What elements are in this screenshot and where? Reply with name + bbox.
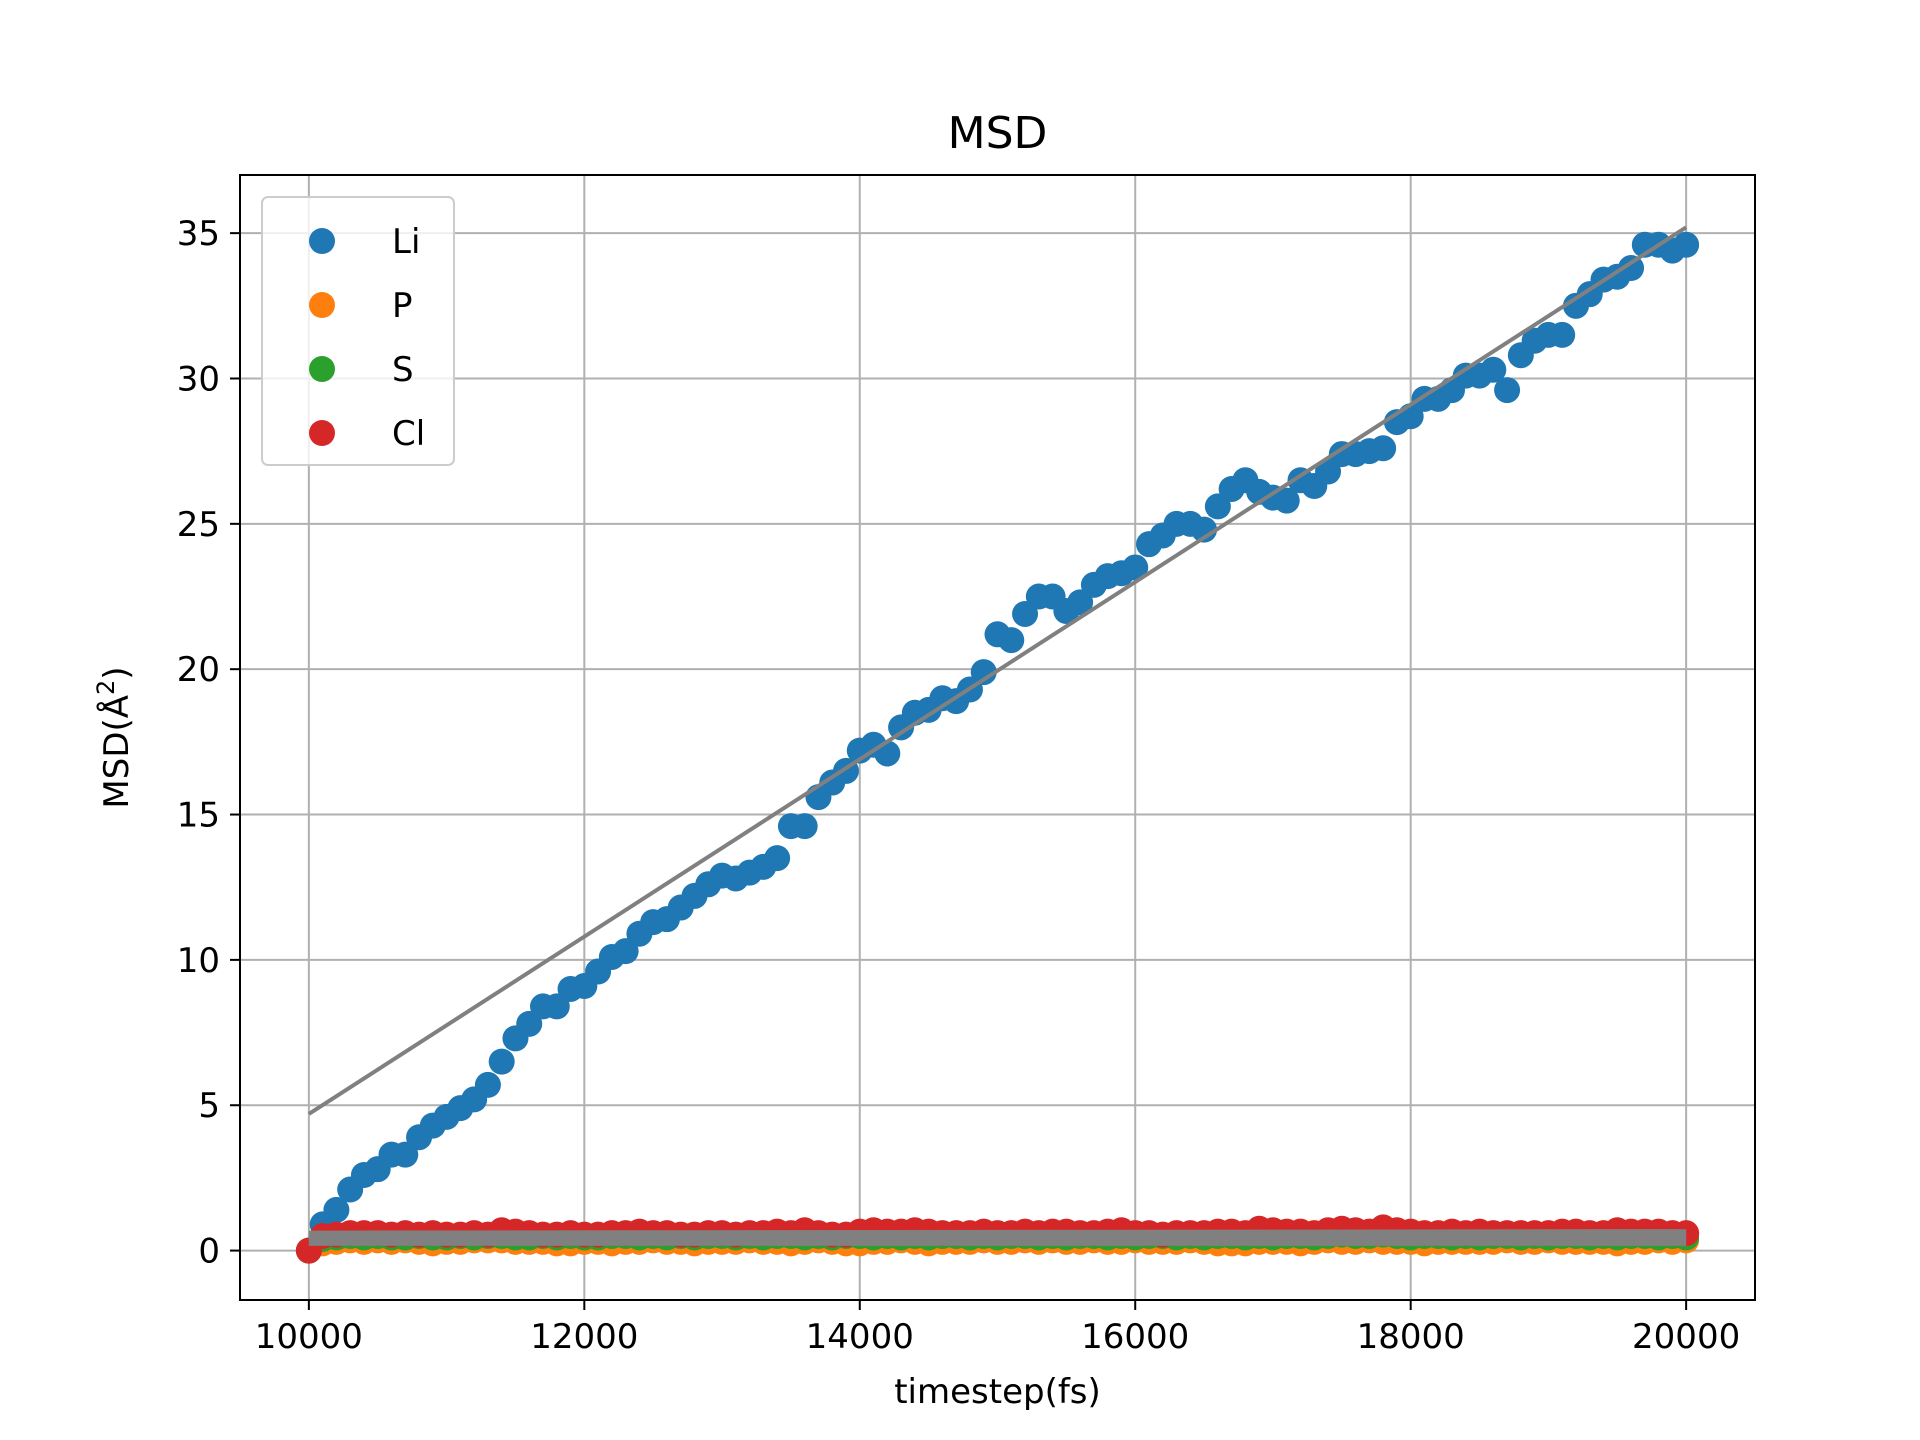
legend: Li PS Cl <box>261 196 455 466</box>
legend-marker-p <box>309 292 335 318</box>
x-tick-label: 20000 <box>1632 1317 1740 1357</box>
legend-marker-s <box>309 356 335 382</box>
legend-label-p: P <box>392 286 413 326</box>
legend-box <box>261 196 455 466</box>
fit-lines-overlay <box>307 225 1688 1246</box>
y-tick-label: 5 <box>198 1086 220 1126</box>
data-point-li <box>764 845 791 872</box>
y-tick-label: 20 <box>177 650 220 690</box>
chart-title: MSD <box>948 108 1048 159</box>
data-point-li <box>1673 231 1700 258</box>
y-tick-label: 35 <box>177 214 220 254</box>
data-point-li <box>516 1010 543 1037</box>
data-point-li <box>392 1141 419 1168</box>
data-point-li <box>1191 516 1218 543</box>
data-point-li <box>488 1048 515 1075</box>
data-point-li <box>1315 458 1342 485</box>
legend-marker-cl <box>309 420 335 446</box>
y-tick-label: 25 <box>177 505 220 545</box>
data-point-li <box>1122 554 1149 581</box>
fit-line-li <box>307 225 1688 1116</box>
x-tick-label: 16000 <box>1081 1317 1189 1357</box>
y-axis-label: MSD(Å2) <box>92 666 137 808</box>
y-tick-label: 10 <box>177 941 220 981</box>
y-axis-label-superscript: 2 <box>92 680 120 695</box>
data-point-li <box>1480 356 1507 383</box>
data-point-li <box>998 627 1025 654</box>
y-axis-label-close: ) <box>97 666 137 679</box>
legend-label-li: Li <box>392 222 420 262</box>
x-tick-label: 14000 <box>806 1317 914 1357</box>
data-point-li <box>1370 435 1397 462</box>
data-point-li <box>1494 377 1521 404</box>
legend-label-s: S <box>392 350 414 390</box>
data-point-li <box>323 1196 350 1223</box>
legend-items: Li PS Cl <box>309 222 425 454</box>
data-point-li <box>874 740 901 767</box>
x-tick-label: 12000 <box>530 1317 638 1357</box>
data-point-li <box>1273 487 1300 514</box>
data-point-li <box>970 659 997 686</box>
data-point-li <box>1618 255 1645 282</box>
data-point-li <box>612 938 639 965</box>
data-point-li <box>1012 600 1039 627</box>
data-point-li <box>1549 321 1576 348</box>
y-axis-label-main: MSD(Å <box>96 695 137 809</box>
y-tick-label: 30 <box>177 359 220 399</box>
data-point-li <box>474 1071 501 1098</box>
data-point-li <box>1067 589 1094 616</box>
y-tick-label: 15 <box>177 796 220 836</box>
legend-label-cl: Cl <box>392 414 425 454</box>
fit-line-cl <box>308 1229 1687 1239</box>
ticks: 10000 12000 14000 16000 18000 20000 0 5 10 15 20 25… <box>177 214 1740 1357</box>
x-tick-label: 10000 <box>255 1317 363 1357</box>
legend-marker-li <box>309 228 335 254</box>
data-point-li <box>791 813 818 840</box>
x-axis-label: timestep(fs) <box>894 1372 1101 1412</box>
x-tick-label: 18000 <box>1357 1317 1465 1357</box>
y-tick-label: 0 <box>198 1232 220 1272</box>
axes-frame <box>239 174 1756 1301</box>
data-point-li <box>543 993 570 1020</box>
plot-area: 10000 12000 14000 16000 18000 20000 0 5 10 15 20 25… <box>177 174 1756 1357</box>
data-point-li <box>1204 493 1231 520</box>
